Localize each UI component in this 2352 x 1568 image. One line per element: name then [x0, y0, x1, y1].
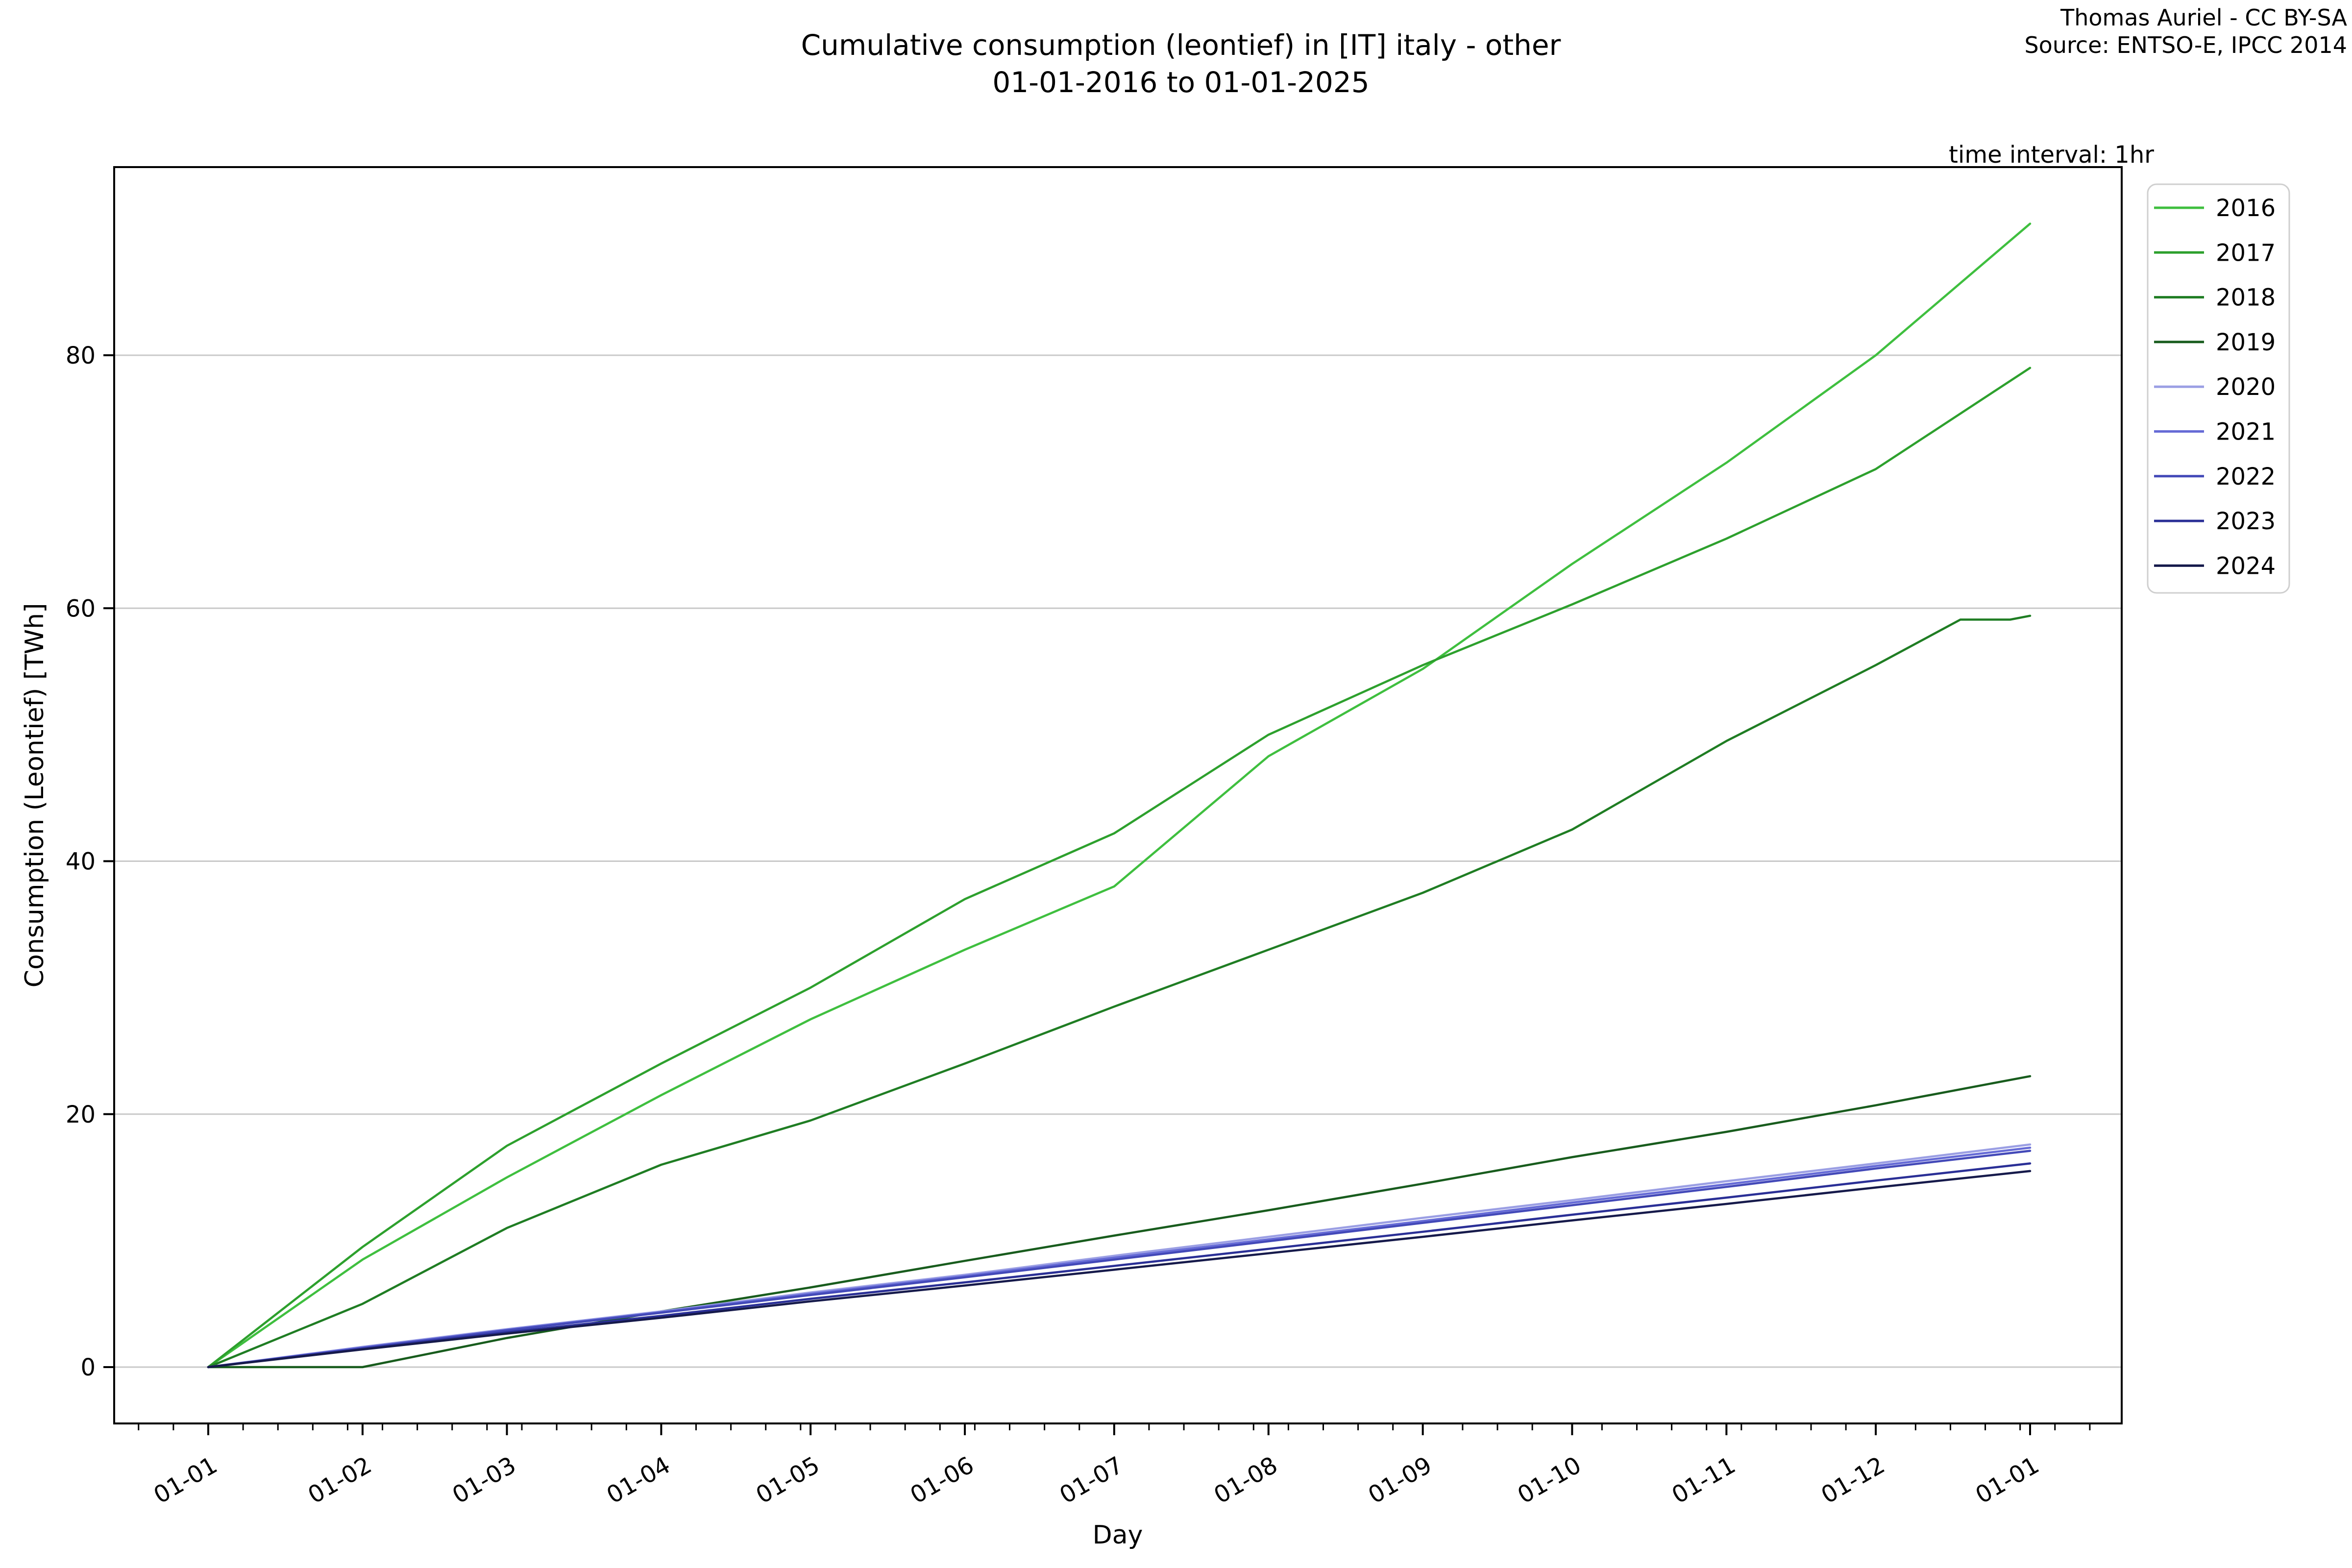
- series-line-2016: [207, 222, 2032, 1369]
- attribution-line2: Source: ENTSO-E, IPCC 2014: [2024, 32, 2347, 58]
- legend-box: [2147, 183, 2290, 594]
- attribution-line1: Thomas Auriel - CC BY-SA: [2060, 4, 2347, 31]
- y-axis-label: Consumption (Leontief) [TWh]: [20, 603, 49, 988]
- series-line-2018: [207, 614, 2032, 1369]
- chart-title-line2: 01-01-2016 to 01-01-2025: [992, 66, 1369, 99]
- legend-label-2016: 2016: [2216, 195, 2276, 222]
- legend-label-2019: 2019: [2216, 329, 2276, 356]
- y-tick-label-80: 80: [66, 342, 96, 369]
- chart-title-line1: Cumulative consumption (leontief) in [IT…: [801, 28, 1561, 62]
- series-line-2022: [207, 1150, 2032, 1369]
- legend-label-2021: 2021: [2216, 418, 2276, 446]
- legend-label-2017: 2017: [2216, 239, 2276, 267]
- time-interval-note: time interval: 1hr: [1949, 141, 2154, 169]
- y-tick-label-0: 0: [80, 1354, 96, 1381]
- legend-label-2022: 2022: [2216, 463, 2276, 490]
- series-line-2023: [207, 1162, 2032, 1369]
- series-line-2024: [207, 1170, 2032, 1369]
- y-tick-label-20: 20: [66, 1101, 96, 1128]
- legend-label-2023: 2023: [2216, 508, 2276, 535]
- legend-label-2018: 2018: [2216, 284, 2276, 312]
- legend-label-2024: 2024: [2216, 552, 2276, 580]
- y-tick-label-40: 40: [66, 848, 96, 876]
- series-line-2017: [207, 367, 2032, 1369]
- plot-area-frame: [113, 166, 2123, 1424]
- legend-label-2020: 2020: [2216, 373, 2276, 401]
- x-axis-label: Day: [1093, 1520, 1143, 1550]
- series-line-2019: [207, 1075, 2032, 1369]
- y-tick-label-60: 60: [66, 595, 96, 622]
